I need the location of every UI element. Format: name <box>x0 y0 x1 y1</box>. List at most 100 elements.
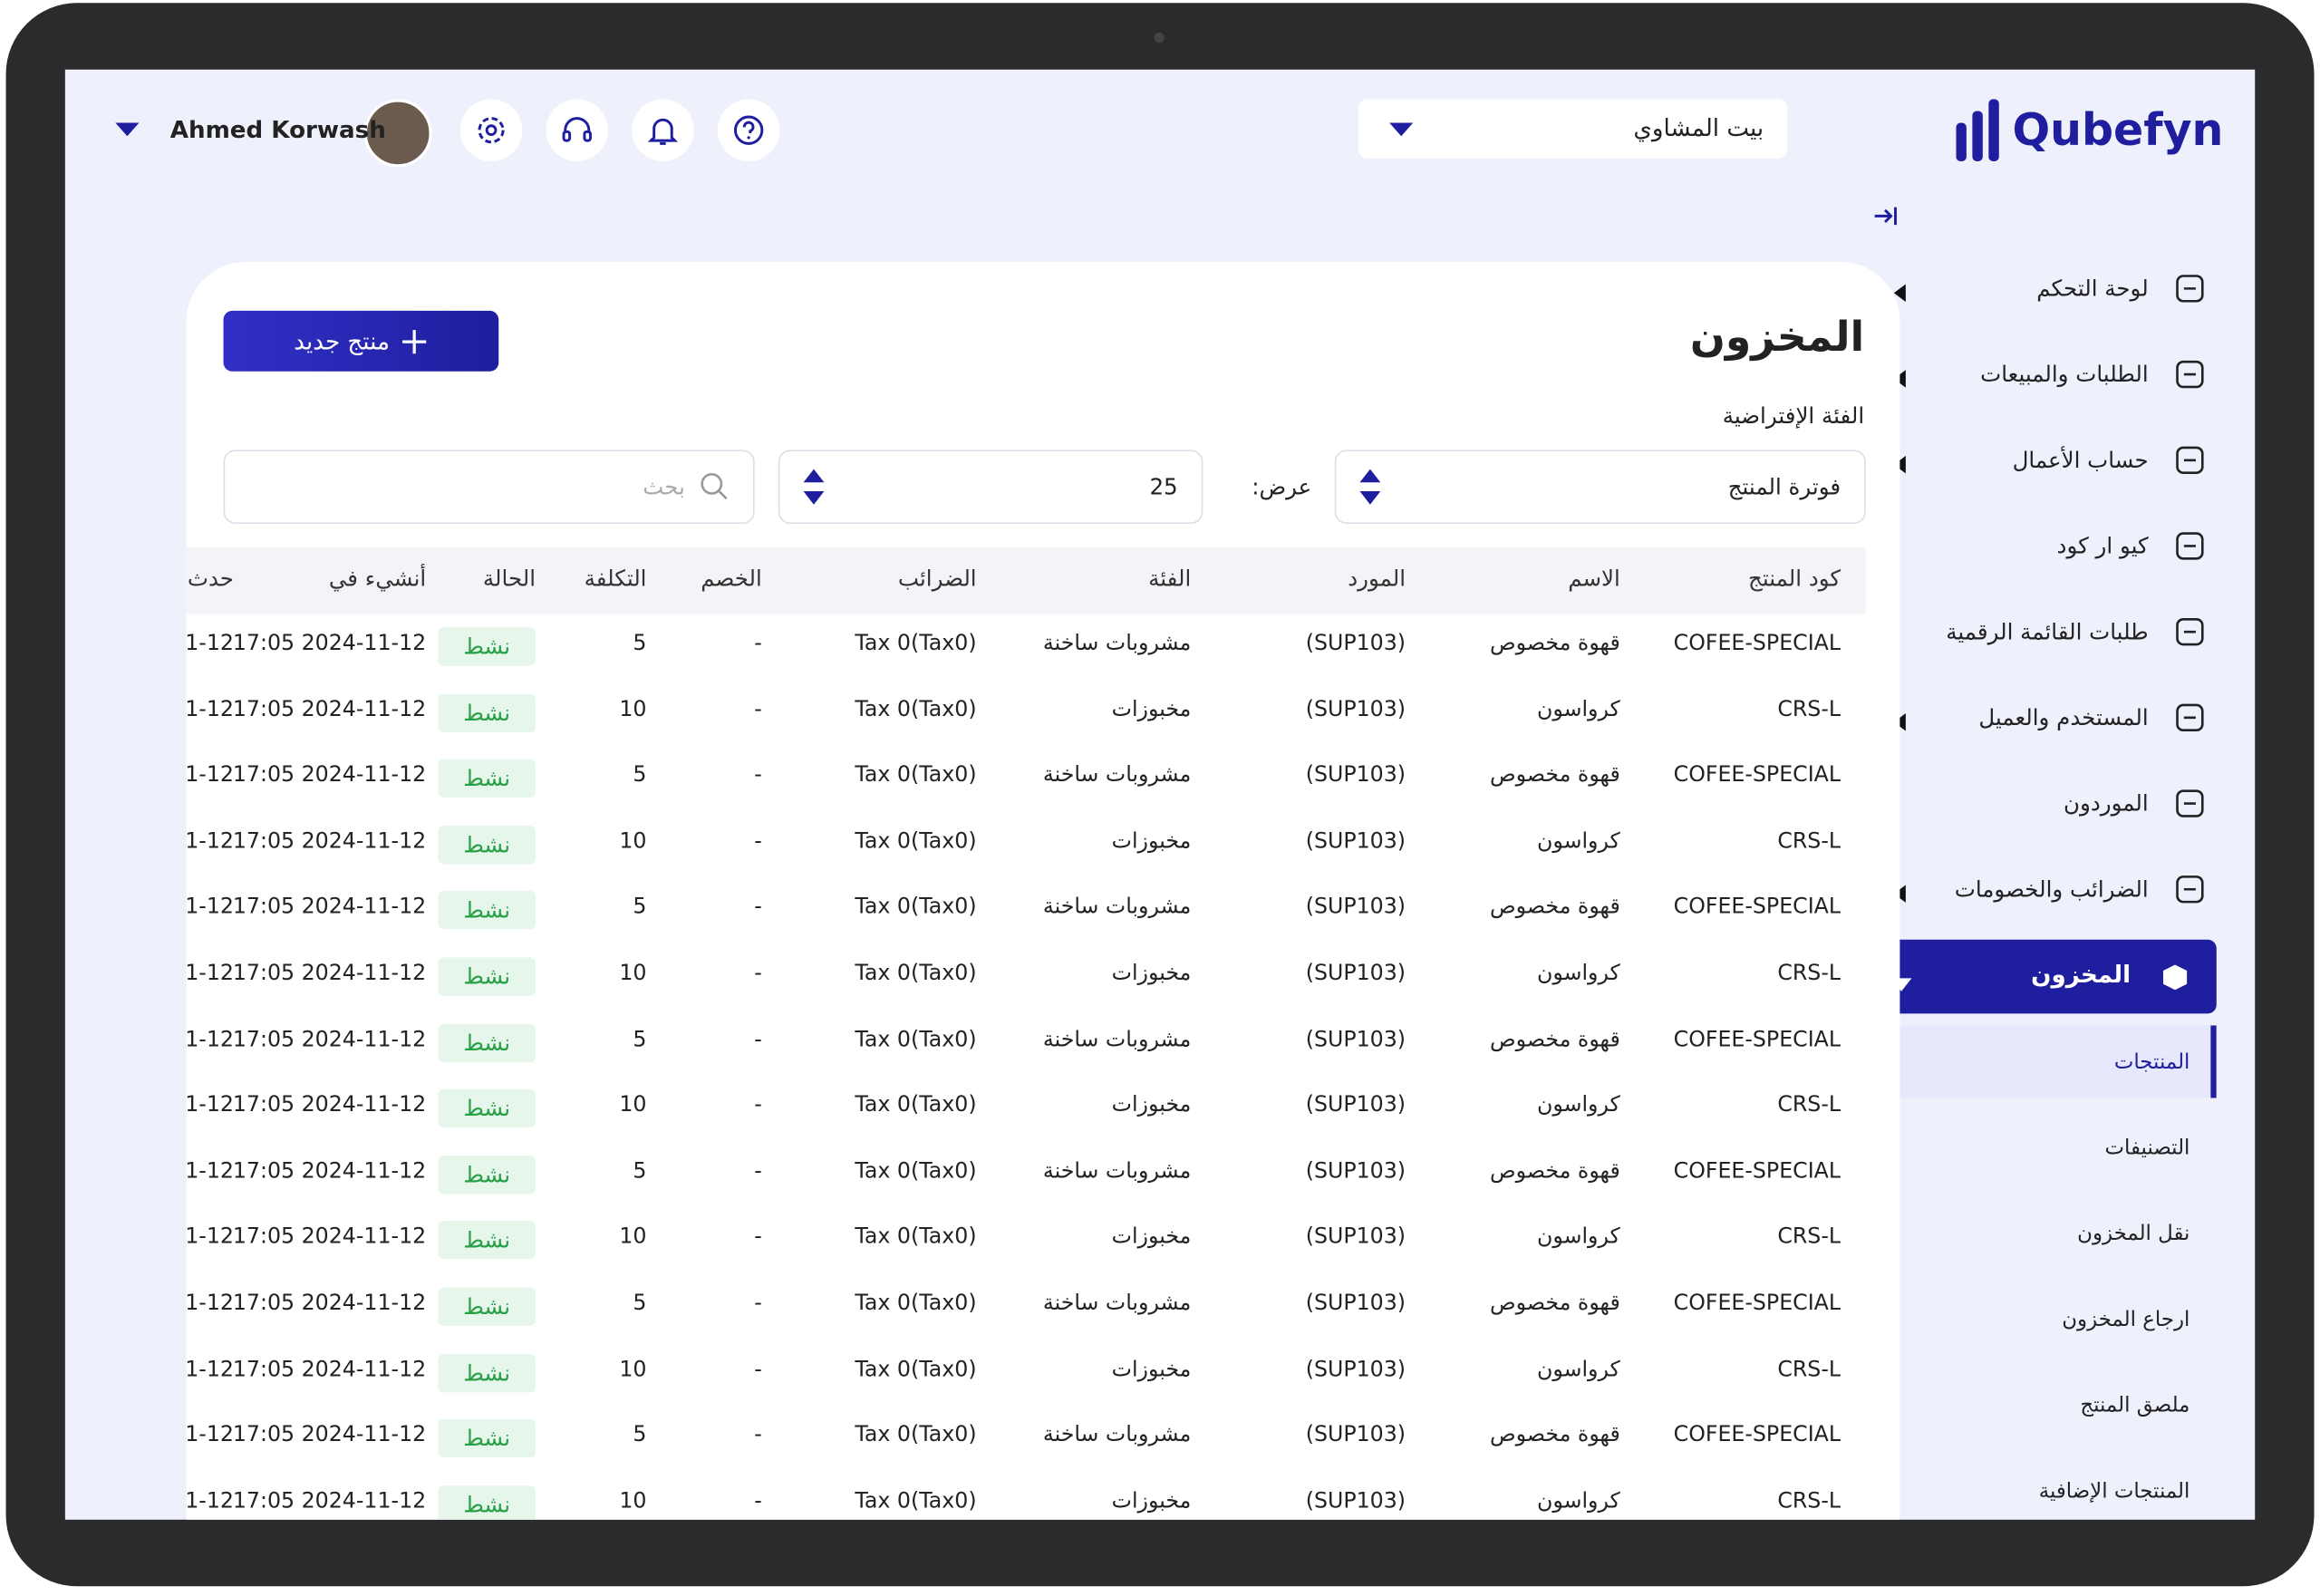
table-cell: - <box>754 1159 762 1184</box>
table-cell: Tax 0(Tax0) <box>855 962 977 986</box>
nav-arrow <box>1893 365 1906 393</box>
help-icon <box>733 115 764 145</box>
status-badge: نشط <box>438 1023 536 1062</box>
nav-item[interactable]: الضرائب والخصومات <box>1954 875 2149 903</box>
table-cell: COFEE-SPECIAL <box>1673 1028 1842 1052</box>
search-box[interactable]: بحث <box>223 450 755 524</box>
search-placeholder: بحث <box>643 473 685 500</box>
table-cell: قهوة مخصوص <box>1490 763 1620 788</box>
nav-item[interactable]: طلبات القائمة الرقمية <box>1946 618 2149 645</box>
table-cell: - <box>754 895 762 920</box>
table-cell: CRS-L <box>1777 1225 1842 1250</box>
table-cell: Tax 0(Tax0) <box>855 829 977 854</box>
brand-name: Qubefyn <box>2012 104 2224 157</box>
column-header: الضرائب <box>897 565 977 593</box>
table-cell: - <box>754 829 762 854</box>
show-label: عرض: <box>1252 473 1312 500</box>
table-cell: - <box>754 1423 762 1448</box>
store-name: بيت المشاوي <box>1633 113 1764 142</box>
table-cell: 5 <box>633 632 647 656</box>
table-cell: 17:05 2024-11-12 <box>232 1358 427 1382</box>
nav-icon <box>2175 617 2205 653</box>
table-cell: 5 <box>633 763 647 788</box>
nav-item[interactable]: كيو ار كود <box>2056 532 2149 560</box>
store-select[interactable]: بيت المشاوي <box>1358 99 1788 159</box>
table-cell: قهوة مخصوص <box>1490 632 1620 656</box>
table-cell: مخبوزات <box>1111 1093 1192 1117</box>
table-cell: 1-12 <box>186 1489 234 1514</box>
subnav-item[interactable]: التصنيفات <box>2104 1136 2190 1161</box>
table-cell: (SUP103) <box>1305 895 1406 920</box>
status-badge: نشط <box>438 825 536 865</box>
table-cell: 5 <box>633 895 647 920</box>
table-cell: مشروبات ساخنة <box>1042 632 1192 656</box>
nav-arrow <box>1893 709 1906 737</box>
nav-item[interactable]: الموردون <box>2064 789 2149 817</box>
table-cell: 1-12 <box>186 763 234 788</box>
table-cell: 10 <box>619 829 647 854</box>
table-cell: 1-12 <box>186 1291 234 1316</box>
table-cell: CRS-L <box>1777 697 1842 722</box>
new-product-button[interactable]: منتج جديد <box>223 310 499 372</box>
table-cell: Tax 0(Tax0) <box>855 1489 977 1514</box>
nav-icon <box>2175 531 2205 566</box>
page-size-select[interactable]: 25 <box>778 450 1204 524</box>
help-button[interactable] <box>717 99 780 161</box>
subnav-item[interactable]: نقل المخزون <box>2077 1222 2190 1246</box>
table-cell: - <box>754 1358 762 1382</box>
headset-icon <box>562 117 592 142</box>
spinner-icon <box>1359 469 1381 505</box>
nav-item[interactable]: الطلبات والمبيعات <box>1980 361 2149 388</box>
subnav-item[interactable]: المنتجات <box>2113 1050 2190 1075</box>
table-cell: Tax 0(Tax0) <box>855 1291 977 1316</box>
table-cell: 17:05 2024-11-12 <box>232 1489 427 1514</box>
table-cell: (SUP103) <box>1305 1225 1406 1250</box>
support-button[interactable] <box>546 99 609 161</box>
table-cell: COFEE-SPECIAL <box>1673 632 1842 656</box>
table-cell: Tax 0(Tax0) <box>855 1225 977 1250</box>
table-cell: 1-12 <box>186 632 234 656</box>
table-cell: (SUP103) <box>1305 1358 1406 1382</box>
avatar[interactable] <box>363 99 432 168</box>
billing-select[interactable]: فوترة المنتج <box>1334 450 1866 524</box>
column-header: الفئة <box>1148 565 1192 593</box>
table-cell: مخبوزات <box>1111 829 1192 854</box>
dropdown-icon <box>1389 122 1414 137</box>
nav-item[interactable]: حساب الأعمال <box>2012 447 2149 474</box>
nav-item[interactable]: لوحة التحكم <box>2036 275 2149 303</box>
table-cell: كرواسون <box>1536 1489 1620 1514</box>
table-cell: 1-12 <box>186 1028 234 1052</box>
nav-item[interactable]: المستخدم والعميل <box>1978 704 2149 731</box>
table-cell: (SUP103) <box>1305 962 1406 986</box>
user-menu-icon[interactable] <box>115 122 140 138</box>
main-panel: المخزون منتج جديد الفئة الإفتراضية فوترة… <box>186 261 1900 1520</box>
table-cell: - <box>754 1291 762 1316</box>
table-cell: CRS-L <box>1777 1358 1842 1382</box>
collapse-icon[interactable] <box>1873 206 1900 227</box>
table-cell: 17:05 2024-11-12 <box>232 895 427 920</box>
table-cell: 17:05 2024-11-12 <box>232 632 427 656</box>
table-cell: 17:05 2024-11-12 <box>232 1291 427 1316</box>
table-cell: كرواسون <box>1536 962 1620 986</box>
table-cell: مخبوزات <box>1111 1489 1192 1514</box>
subnav-item[interactable]: المنتجات الإضافية <box>2038 1479 2190 1504</box>
subnav-item[interactable]: ملصق المنتج <box>2080 1394 2190 1418</box>
status-badge: نشط <box>438 891 536 930</box>
nav-active-label: المخزون <box>2031 960 2132 989</box>
table-cell: مشروبات ساخنة <box>1042 763 1192 788</box>
table-cell: 1-12 <box>186 1093 234 1117</box>
table-cell: كرواسون <box>1536 697 1620 722</box>
table-cell: 1-12 <box>186 1225 234 1250</box>
nav-item-active[interactable]: المخزون <box>1861 939 2217 1014</box>
table-cell: 1-12 <box>186 895 234 920</box>
subnav-item[interactable]: ارجاع المخزون <box>2062 1308 2190 1332</box>
table-cell: COFEE-SPECIAL <box>1673 1423 1842 1448</box>
table-cell: Tax 0(Tax0) <box>855 1358 977 1382</box>
table-cell: 1-12 <box>186 829 234 854</box>
settings-button[interactable] <box>459 99 523 161</box>
status-badge: نشط <box>438 957 536 996</box>
notifications-button[interactable] <box>632 99 694 161</box>
table-cell: (SUP103) <box>1305 1423 1406 1448</box>
